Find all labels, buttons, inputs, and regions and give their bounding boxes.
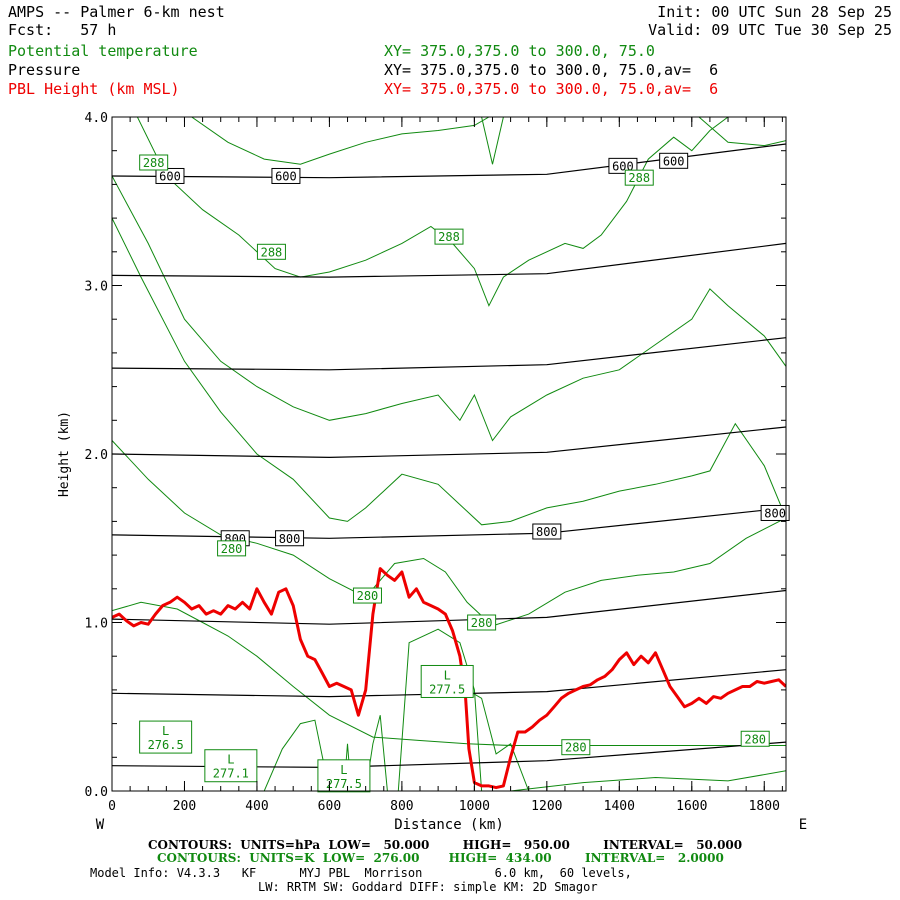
model-info-2: LW: RRTM SW: Goddard DIFF: simple KM: 2D… — [258, 880, 598, 894]
field-pressure-name: Pressure — [8, 61, 81, 79]
theta-label-5: 280 — [357, 589, 379, 603]
theta-contour-5 — [191, 117, 678, 165]
theta-contour-11 — [397, 628, 483, 791]
field-pbl-name: PBL Height (km MSL) — [8, 80, 180, 98]
isobar-label-5: 800 — [279, 532, 301, 546]
isobar-6 — [112, 242, 786, 278]
theta-label-1-box — [624, 169, 654, 186]
theta-contour-4 — [136, 117, 729, 307]
theta-contour-info: CONTOURS: UNITS=K LOW= 276.00 HIGH= 434.… — [157, 851, 724, 865]
y-tick-label-0: 0.0 — [85, 785, 108, 800]
isobar-label-2-box — [608, 157, 638, 174]
init-time: Init: 00 UTC Sun 28 Sep 25 — [657, 3, 892, 21]
theta-contour-12 — [466, 689, 530, 791]
theta-label-7-box — [561, 739, 591, 756]
low-label-2-l: L — [340, 763, 347, 777]
low-label-1-value: 277.1 — [213, 767, 249, 781]
isobar-label-3-box — [659, 152, 689, 169]
theta-label-0-box — [139, 154, 169, 171]
y-tick-label-1: 1.0 — [85, 617, 108, 632]
theta-label-6-box — [467, 614, 497, 631]
field-pbl-xy: XY= 375.0,375.0 to 300.0, 75.0,av= 6 — [384, 80, 719, 98]
x-tick-label-5: 1000 — [459, 799, 490, 814]
theta-contour-13 — [510, 770, 786, 791]
low-label-2-value: 277.5 — [326, 777, 362, 791]
theta-label-1: 288 — [628, 171, 650, 185]
theta-label-4-box — [217, 540, 247, 557]
theta-label-0: 288 — [143, 156, 165, 170]
theta-label-2-box — [256, 243, 286, 260]
isobar-label-5-box — [275, 530, 305, 547]
theta-contour-7 — [698, 117, 786, 147]
isobar-label-7-box — [760, 504, 790, 521]
plot-title: AMPS -- Palmer 6-km nest — [8, 3, 225, 21]
forecast-hour: Fcst: 57 h — [8, 21, 117, 39]
low-label-2-box — [317, 759, 371, 793]
x-tick-label-9: 1800 — [749, 799, 780, 814]
isobar-label-6-box — [532, 523, 562, 540]
pressure-contour-info: CONTOURS: UNITS=hPa LOW= 50.000 HIGH= 95… — [148, 838, 743, 852]
low-label-1-l: L — [227, 753, 234, 767]
isobar-label-1-box — [271, 167, 301, 184]
isobar-5 — [112, 337, 786, 371]
axes-layer: 0.0 1.0 2.0 3.0 4.0 0 200 400 600 800 1000 1200 1400… — [85, 111, 787, 814]
y-tick-label-2: 2.0 — [85, 448, 108, 463]
theta-contour-6 — [481, 117, 504, 165]
isobar-label-0: 600 — [159, 169, 181, 183]
field-theta-name: Potential temperature — [8, 42, 198, 60]
isobar-label-1: 600 — [275, 169, 297, 183]
isobar-label-3: 600 — [663, 154, 685, 168]
theta-label-3: 288 — [438, 230, 460, 244]
model-info: Model Info: V4.3.3 KF MYJ PBL Morrison 6… — [90, 866, 632, 880]
x-axis-label: Distance (km) — [394, 817, 504, 833]
low-label-3-box — [420, 664, 474, 698]
theta-label-7: 280 — [565, 741, 587, 755]
theta-label-3-box — [434, 228, 464, 245]
isobar-3 — [112, 507, 786, 539]
theta-label-8-box — [740, 730, 770, 747]
theta-label-8: 280 — [744, 732, 766, 746]
theta-label-4: 280 — [221, 542, 243, 556]
x-tick-label-0: 0 — [108, 799, 116, 814]
theta-contour-8 — [263, 719, 330, 791]
pbl-height-line — [112, 567, 786, 790]
east-label: E — [799, 817, 807, 833]
low-label-1-box — [204, 749, 258, 783]
theta-label-2: 288 — [261, 245, 283, 259]
west-label: W — [96, 817, 105, 833]
isobar-label-6: 800 — [536, 525, 558, 539]
theta-label-5-box — [352, 587, 382, 604]
theta-contour-0 — [112, 601, 786, 746]
y-tick-label-4: 4.0 — [85, 111, 108, 126]
low-label-0-l: L — [162, 724, 169, 738]
x-tick-label-1: 200 — [173, 799, 196, 814]
low-label-3-l: L — [444, 668, 451, 682]
theta-contour-3 — [112, 175, 786, 442]
x-tick-label-7: 1400 — [604, 799, 635, 814]
valid-time: Valid: 09 UTC Tue 30 Sep 25 — [648, 21, 892, 39]
low-label-0-value: 276.5 — [148, 738, 184, 752]
theta-contour-1 — [112, 440, 786, 627]
x-tick-label-2: 400 — [245, 799, 268, 814]
y-axis-label: Height (km) — [57, 411, 72, 497]
low-label-0-box — [139, 720, 193, 754]
isobar-2 — [112, 589, 786, 625]
x-tick-label-6: 1200 — [531, 799, 562, 814]
isobar-label-7: 800 — [764, 506, 786, 520]
y-tick-label-3: 3.0 — [85, 280, 108, 295]
theta-contour-2 — [112, 217, 786, 526]
field-theta-xy: XY= 375.0,375.0 to 300.0, 75.0 — [384, 42, 655, 60]
isobar-label-0-box — [155, 167, 185, 184]
x-tick-label-4: 800 — [390, 799, 413, 814]
theta-label-6: 280 — [471, 616, 493, 630]
isobar-4 — [112, 426, 786, 459]
field-pressure-xy: XY= 375.0,375.0 to 300.0, 75.0,av= 6 — [384, 61, 719, 79]
x-tick-label-3: 600 — [318, 799, 341, 814]
x-tick-label-8: 1600 — [676, 799, 707, 814]
pbl-layer — [112, 567, 786, 790]
low-label-3-value: 277.5 — [429, 682, 465, 696]
